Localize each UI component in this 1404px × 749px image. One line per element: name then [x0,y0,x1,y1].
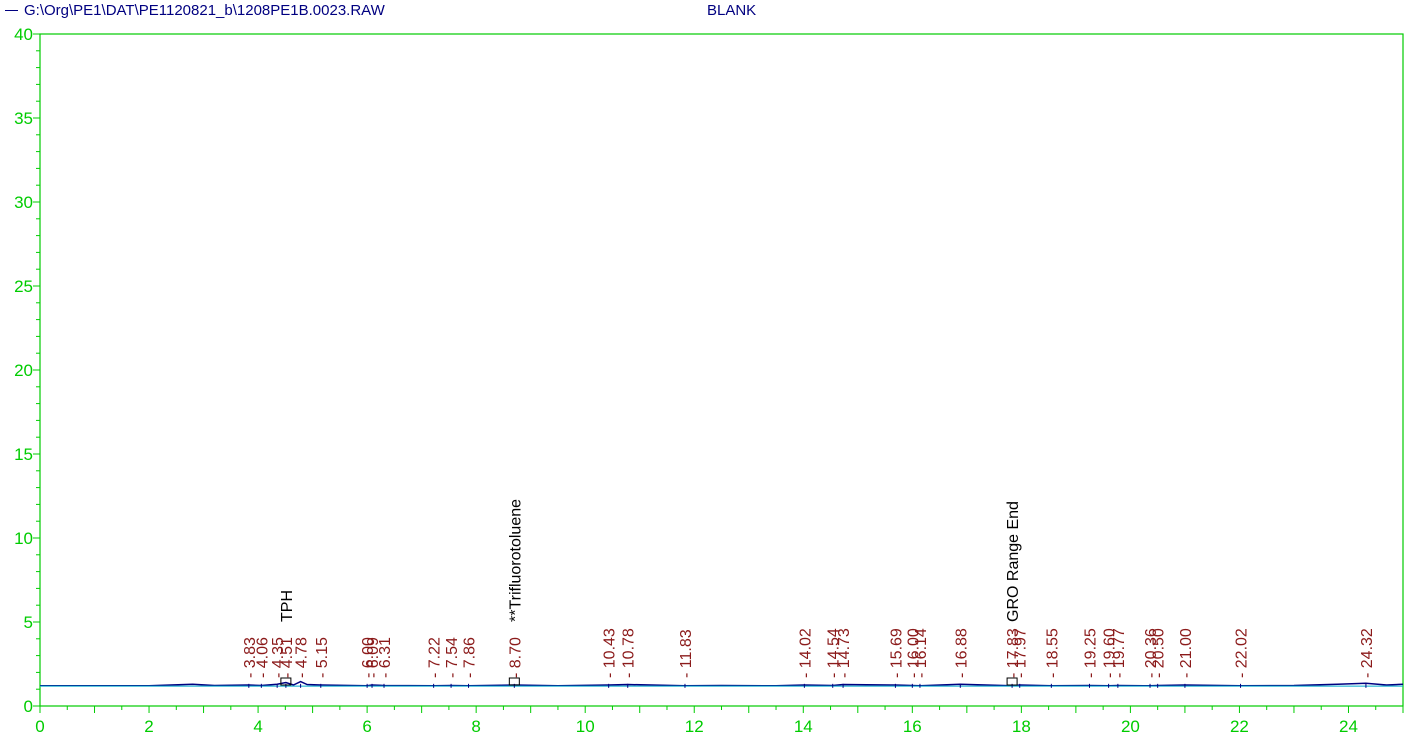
peak-labels: - 3.83- 4.06- 4.35- 4.51- 4.78- 5.15 - 6.… [242,628,1376,688]
peak-label: - 7.54 [444,637,461,678]
y-tick-label: 40 [14,25,33,44]
peak-label: - 20.50 [1151,628,1168,678]
x-tick-label: 0 [35,717,44,736]
peak-label: - 10.43 [602,628,619,678]
axes [39,33,1404,707]
x-tick-label: 12 [685,717,704,736]
y-tick-label: 20 [14,361,33,380]
x-tick-label: 18 [1012,717,1031,736]
peak-label: - 15.69 [888,628,905,678]
peak-label: - 16.88 [953,628,970,678]
sample-name: BLANK [707,2,757,19]
y-tick-label: 35 [14,109,33,128]
peak-label: - 14.73 [836,628,853,678]
y-tick-label: 15 [14,445,33,464]
y-tick-label: 10 [14,529,33,548]
peak-label: - 4.35 [270,637,287,678]
peak-label: - 14.54 [826,628,843,678]
x-tick-label: 20 [1121,717,1140,736]
peak-label: - 6.09 [365,637,382,678]
peak-label: - 19.60 [1102,628,1119,678]
trace-line [40,680,1404,687]
y-tick-label: 25 [14,277,33,296]
peak-label: - 6.31 [377,637,394,678]
y-tick-label: 5 [24,613,33,632]
x-tick-label: 10 [576,717,595,736]
peak-label: - 19.77 [1111,628,1128,678]
peak-label: - 17.83 [1005,628,1022,678]
peak-label: - 7.86 [462,637,479,678]
peak-label: - 4.78 [294,637,311,678]
x-tick-label: 6 [362,717,371,736]
component-marker [280,677,292,686]
peak-label: - 19.25 [1083,628,1100,678]
peak-label: - 14.02 [797,628,814,678]
peak-label: - 22.02 [1234,628,1251,678]
peak-label: - 20.36 [1143,628,1160,678]
chromatogram-trace [40,680,1404,687]
x-tick-label: 4 [253,717,262,736]
x-tick-label: 2 [144,717,153,736]
x-tick-label: 14 [794,717,813,736]
component-marker [508,677,520,686]
peak-label: - 10.78 [621,628,638,678]
peak-label: - 5.15 [314,637,331,678]
x-tick-label: 22 [1230,717,1249,736]
component-marker [1006,677,1018,686]
peak-label: - 8.70 [507,637,524,678]
component-label: TPH [279,590,296,622]
peak-label: - 16.14 [913,628,930,678]
y-tick-label: 30 [14,193,33,212]
peak-label: - 3.83 [242,637,259,678]
x-tick-label: 8 [471,717,480,736]
chromatogram-header: G:\Org\PE1\DAT\PE1120821_b\1208PE1B.0023… [0,0,1404,22]
x-tick-label: 16 [903,717,922,736]
file-path: G:\Org\PE1\DAT\PE1120821_b\1208PE1B.0023… [24,2,385,19]
peak-label: - 6.00 [360,637,377,678]
peak-label: - 18.55 [1044,628,1061,678]
component-labels: TPH **Trifluorotoluene GRO Range End [279,499,1022,686]
peak-label: - 7.22 [427,637,444,678]
x-axis-ticks: 0 2 4 6 8 10 12 14 16 18 20 22 24 [35,706,1404,736]
x-tick-label: 24 [1339,717,1358,736]
peak-label: - 4.51 [279,637,296,678]
component-label: **Trifluorotoluene [507,499,524,622]
y-tick-label: 0 [24,697,33,716]
peak-label: - 16.00 [905,628,922,678]
peak-label: - 21.00 [1178,628,1195,678]
legend-line-icon [5,10,18,11]
peak-label: - 17.97 [1013,628,1030,678]
plot-frame [39,33,1404,707]
peak-label: - 24.32 [1359,628,1376,678]
y-axis-ticks: 0 5 10 15 20 25 30 35 40 [14,25,40,716]
peak-label: - 4.06 [254,637,271,678]
peak-label: - 11.83 [678,629,695,678]
component-label: GRO Range End [1005,501,1022,622]
